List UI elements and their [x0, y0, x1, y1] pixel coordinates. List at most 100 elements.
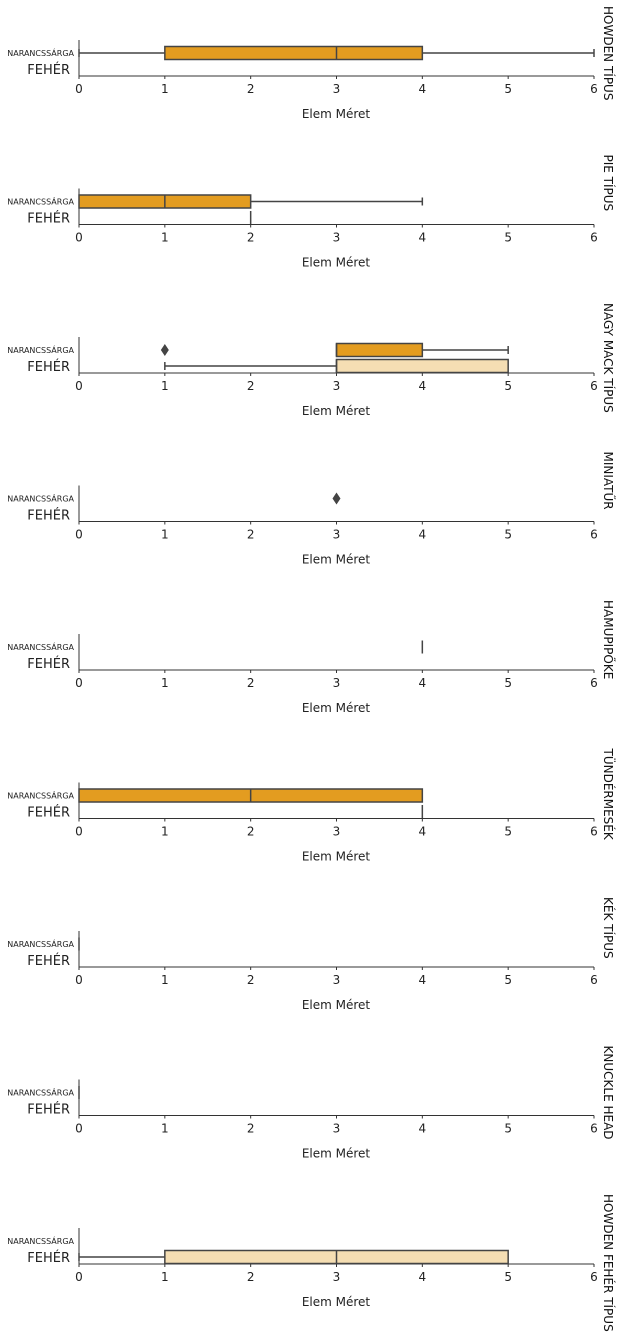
x-tick-label: 2: [247, 231, 255, 245]
x-tick-label: 3: [333, 676, 341, 690]
boxplot-panel-6: NARANCSSÁRGA FEHÉR 0 1 2 3 4 5 6 Elem Méret KÉK TÍ…: [7, 897, 616, 1012]
panel-title: HOWDEN FEHÉR TÍPUS: [601, 1194, 616, 1332]
x-axis-label: Elem Méret: [302, 107, 371, 121]
boxplot-panel-3: NARANCSSÁRGA FEHÉR 0 1 2 3 4 5 6 Elem Méret MINIAT…: [7, 452, 616, 567]
x-tick-label: 4: [419, 528, 427, 542]
category-label: NARANCSSÁRGA: [7, 344, 74, 355]
x-tick-label: 2: [247, 82, 255, 96]
boxplot-panel-8: NARANCSSÁRGA FEHÉR 0 1 2 3 4 5 6 Elem Méret HOWDEN…: [7, 1194, 616, 1332]
x-axis-label: Elem Méret: [302, 701, 371, 715]
boxplot-panel-5: NARANCSSÁRGA FEHÉR 0 1 2 3 4 5 6 Elem Méret TÜNDÉR…: [7, 748, 617, 864]
x-tick-label: 6: [590, 676, 598, 690]
x-tick-label: 3: [333, 973, 341, 987]
x-tick-label: 3: [333, 825, 341, 839]
x-tick-label: 0: [75, 231, 83, 245]
panel-title: KNUCKLE HEAD: [601, 1046, 615, 1140]
panel-title: HOWDEN TÍPUS: [601, 6, 616, 100]
x-tick-label: 1: [161, 231, 169, 245]
x-tick-label: 5: [504, 82, 512, 96]
x-tick-label: 3: [333, 379, 341, 393]
category-label: FEHÉR: [27, 1250, 70, 1266]
category-label: FEHÉR: [27, 1102, 70, 1118]
category-label: FEHÉR: [27, 211, 70, 227]
x-axis-label: Elem Méret: [302, 1295, 371, 1309]
x-tick-label: 5: [504, 973, 512, 987]
x-tick-label: 6: [590, 231, 598, 245]
x-axis-label: Elem Méret: [302, 1147, 371, 1161]
boxplot-panel-1: NARANCSSÁRGA FEHÉR 0 1 2 3 4 5 6 Elem Méret PIE TÍ…: [7, 155, 616, 270]
box-fehér: [78, 1249, 509, 1265]
x-tick-label: 2: [247, 676, 255, 690]
x-tick-label: 4: [419, 1270, 427, 1284]
x-tick-label: 6: [590, 379, 598, 393]
category-label: FEHÉR: [27, 656, 70, 672]
x-axis-label: Elem Méret: [302, 998, 371, 1012]
x-tick-label: 0: [75, 973, 83, 987]
x-tick-label: 6: [590, 82, 598, 96]
category-label: FEHÉR: [27, 508, 70, 524]
category-label: FEHÉR: [27, 359, 70, 375]
x-tick-label: 5: [504, 528, 512, 542]
panel-title: HAMUPIPŐKE: [601, 600, 616, 679]
category-label: NARANCSSÁRGA: [7, 1087, 74, 1098]
x-axis-label: Elem Méret: [302, 404, 371, 418]
x-axis-label: Elem Méret: [302, 256, 371, 270]
x-tick-label: 4: [419, 1122, 427, 1136]
outlier-point: [160, 344, 169, 356]
x-tick-label: 1: [161, 825, 169, 839]
category-label: FEHÉR: [27, 953, 70, 969]
category-label: FEHÉR: [27, 805, 70, 821]
category-label: NARANCSSÁRGA: [7, 938, 74, 949]
x-tick-label: 2: [247, 379, 255, 393]
x-tick-label: 1: [161, 528, 169, 542]
x-tick-label: 4: [419, 379, 427, 393]
box-iqr: [335, 358, 509, 374]
x-tick-label: 5: [504, 379, 512, 393]
x-tick-label: 2: [247, 825, 255, 839]
box-iqr: [164, 45, 424, 61]
panel-title: NAGY MACK TÍPUS: [601, 303, 616, 413]
panel-title: TÜNDÉRMESÉK: [601, 748, 617, 841]
x-tick-label: 1: [161, 1270, 169, 1284]
x-tick-label: 6: [590, 973, 598, 987]
x-tick-label: 6: [590, 528, 598, 542]
boxplot-panel-2: NARANCSSÁRGA FEHÉR 0 1 2 3 4 5 6 Elem Méret NAGY M…: [7, 303, 616, 418]
category-label: FEHÉR: [27, 62, 70, 78]
x-tick-label: 4: [419, 973, 427, 987]
x-tick-label: 6: [590, 825, 598, 839]
x-tick-label: 5: [504, 1122, 512, 1136]
x-tick-label: 3: [333, 1270, 341, 1284]
box-narancssárga: [160, 342, 509, 358]
x-tick-label: 2: [247, 528, 255, 542]
x-tick-label: 2: [247, 1270, 255, 1284]
x-tick-label: 4: [419, 82, 427, 96]
x-tick-label: 6: [590, 1270, 598, 1284]
x-tick-label: 3: [333, 231, 341, 245]
x-tick-label: 0: [75, 528, 83, 542]
x-tick-label: 5: [504, 231, 512, 245]
x-axis-label: Elem Méret: [302, 553, 371, 567]
box-narancssárga: [78, 45, 595, 61]
x-tick-label: 0: [75, 82, 83, 96]
x-tick-label: 2: [247, 1122, 255, 1136]
x-tick-label: 1: [161, 1122, 169, 1136]
x-tick-label: 5: [504, 1270, 512, 1284]
box-narancssárga: [78, 788, 424, 803]
x-tick-label: 4: [419, 231, 427, 245]
category-label: NARANCSSÁRGA: [7, 493, 74, 504]
x-tick-label: 3: [333, 82, 341, 96]
panel-title: KÉK TÍPUS: [601, 897, 616, 959]
category-label: NARANCSSÁRGA: [7, 196, 74, 207]
x-axis-label: Elem Méret: [302, 850, 371, 864]
box-iqr: [335, 342, 424, 358]
category-label: NARANCSSÁRGA: [7, 1235, 74, 1246]
x-tick-label: 1: [161, 973, 169, 987]
outlier-point: [332, 492, 341, 505]
box-fehér: [164, 358, 509, 374]
box-narancssárga: [332, 492, 341, 505]
x-tick-label: 0: [75, 676, 83, 690]
boxplot-panel-4: NARANCSSÁRGA FEHÉR 0 1 2 3 4 5 6 Elem Méret HAMUPI…: [7, 600, 616, 715]
x-tick-label: 5: [504, 825, 512, 839]
x-tick-label: 3: [333, 528, 341, 542]
